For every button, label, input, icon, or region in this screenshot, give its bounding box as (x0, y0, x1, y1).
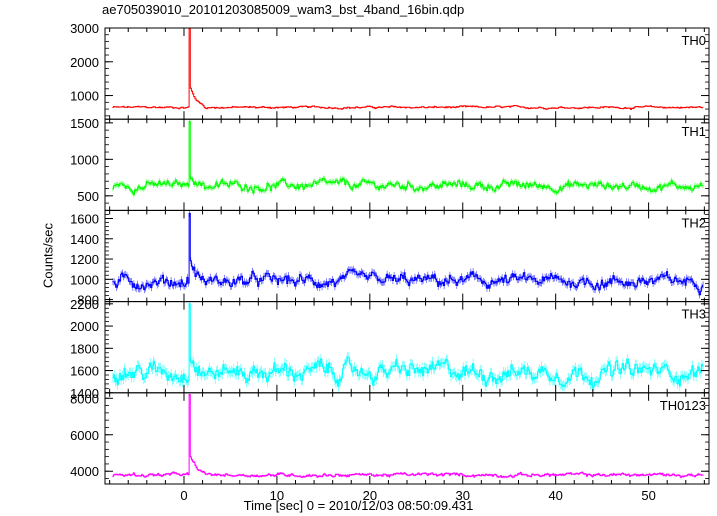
error-bars-TH3 (112, 301, 704, 393)
panel-frame-TH0123 (104, 392, 710, 485)
y-tick-label: 3000 (70, 21, 99, 36)
panel-frame-TH0 (104, 27, 710, 120)
series-line-TH1 (112, 120, 703, 196)
y-tick-label: 1200 (70, 252, 99, 267)
series-line-TH2 (112, 212, 703, 296)
y-tick-label: 500 (77, 189, 99, 204)
panel-label-TH0: TH0 (681, 33, 706, 48)
panel-frame-TH1 (104, 118, 710, 211)
y-tick-label: 2000 (70, 319, 99, 334)
y-tick-label: 6000 (70, 428, 99, 443)
panel-label-TH0123: TH0123 (660, 398, 706, 413)
x-axis-label: Time [sec] 0 = 2010/12/03 08:50:09.431 (243, 498, 474, 513)
panel-label-TH3: TH3 (681, 307, 706, 322)
y-tick-label: 1400 (70, 386, 99, 401)
y-tick-label: 1000 (70, 152, 99, 167)
series-line-TH0 (112, 28, 703, 110)
panel-label-TH2: TH2 (681, 215, 706, 230)
error-bars-TH0123 (112, 393, 704, 479)
x-tick-label: 20 (363, 488, 377, 503)
x-tick-label: 0 (180, 488, 187, 503)
x-tick-label: 10 (270, 488, 284, 503)
x-tick-label: 40 (548, 488, 562, 503)
panel-label-TH1: TH1 (681, 124, 706, 139)
y-tick-label: 1600 (70, 364, 99, 379)
error-bars-TH0 (112, 28, 704, 110)
y-tick-label: 2200 (70, 297, 99, 312)
y-tick-label: 2000 (70, 55, 99, 70)
error-bars-TH2 (112, 210, 704, 299)
series-line-TH3 (112, 303, 703, 389)
y-tick-label: 1500 (70, 116, 99, 131)
y-tick-label: 1800 (70, 341, 99, 356)
y-tick-label: 1000 (70, 272, 99, 287)
chart-title: ae705039010_20101203085009_wam3_bst_4ban… (102, 2, 465, 17)
y-tick-label: 800 (77, 293, 99, 308)
y-tick-label: 4000 (70, 464, 99, 479)
x-tick-label: 50 (641, 488, 655, 503)
x-tick-label: 30 (456, 488, 470, 503)
y-tick-label: 8000 (70, 391, 99, 406)
y-tick-label: 1400 (70, 232, 99, 247)
panel-frame-TH2 (104, 209, 710, 303)
y-tick-label: 1000 (70, 89, 99, 104)
series-line-TH0123 (112, 394, 703, 478)
y-tick-label: 1600 (70, 212, 99, 227)
